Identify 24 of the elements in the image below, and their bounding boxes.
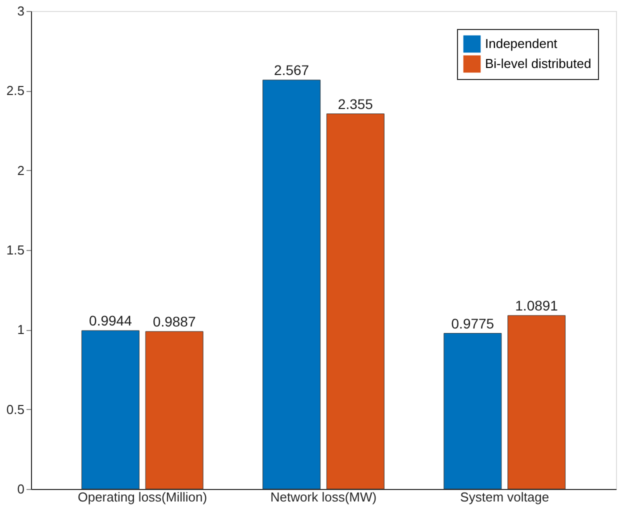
data-label: 0.9944 — [89, 312, 132, 329]
data-label: 0.9775 — [451, 315, 494, 332]
data-label: 0.9887 — [152, 313, 196, 330]
y-tick-label: 0.5 — [6, 402, 24, 417]
bar — [81, 330, 140, 490]
y-tick-label: 2.5 — [6, 83, 24, 98]
x-tick-label: System voltage — [460, 490, 550, 504]
data-label: 2.355 — [338, 96, 374, 112]
y-tick-label: 0 — [17, 482, 24, 496]
bar — [508, 315, 566, 490]
data-label: 1.0891 — [515, 297, 558, 314]
bar — [326, 114, 384, 490]
legend-label: Independent — [485, 36, 558, 51]
bar — [145, 331, 204, 490]
legend-label: Bi-level distributed — [485, 56, 592, 71]
y-tick-label: 1.5 — [6, 242, 24, 258]
y-tick-label: 1 — [17, 322, 24, 338]
data-label: 2.567 — [274, 62, 310, 78]
bar — [444, 333, 502, 490]
y-tick-label: 2 — [17, 162, 24, 178]
x-tick-label: Operating loss(Million) — [78, 490, 208, 504]
y-tick-label: 3 — [17, 4, 24, 18]
bar — [262, 80, 321, 490]
x-tick-label: Network loss(MW) — [270, 490, 377, 504]
